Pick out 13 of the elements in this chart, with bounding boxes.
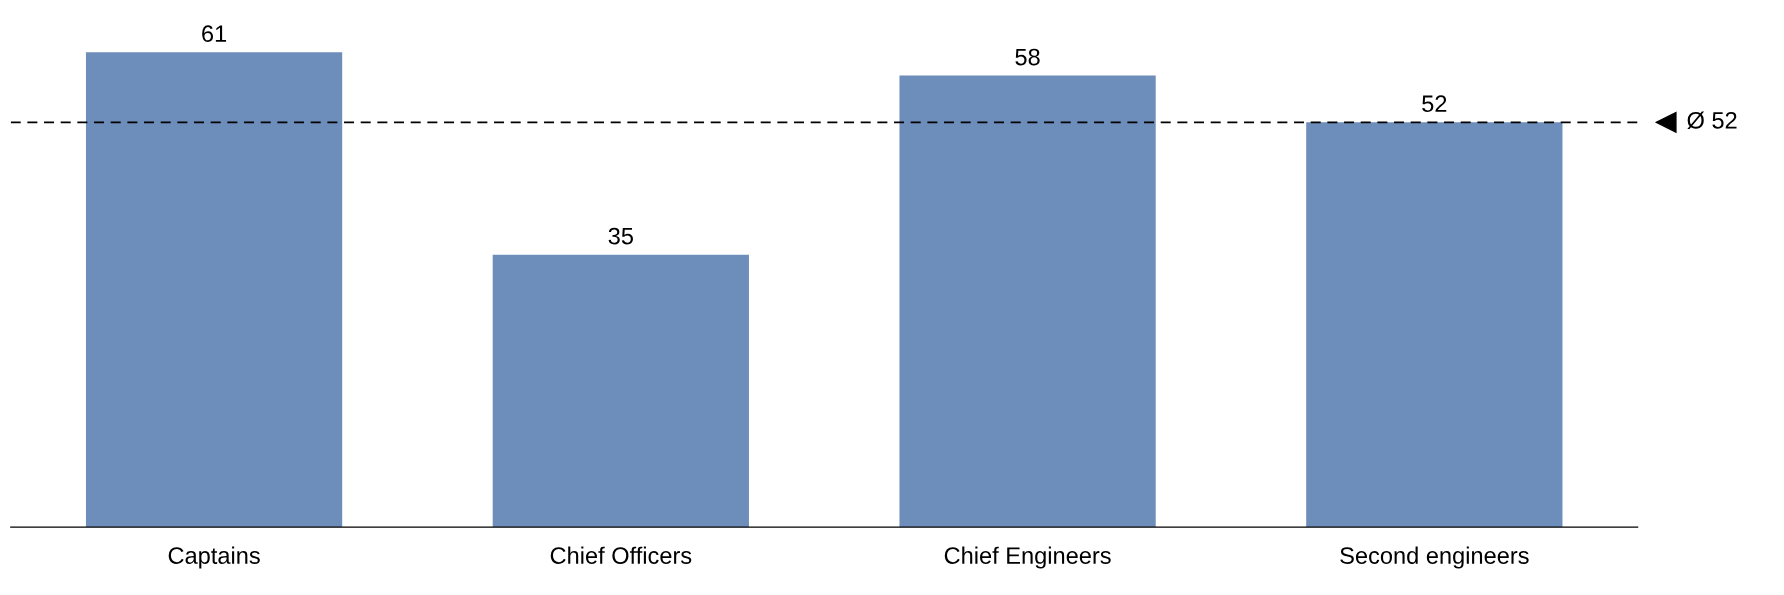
ref-line-label: Ø 52 bbox=[1687, 111, 1737, 130]
x-tick-label: Captains bbox=[168, 546, 260, 569]
bar bbox=[899, 75, 1156, 528]
bar bbox=[1306, 122, 1563, 528]
data-label: 35 bbox=[608, 227, 633, 245]
x-tick-label: Second engineers bbox=[1340, 546, 1529, 569]
data-label: 58 bbox=[1015, 48, 1040, 66]
x-tick-label: Chief Engineers bbox=[944, 546, 1111, 569]
x-tick-label: Chief Officers bbox=[550, 546, 692, 564]
data-label: 61 bbox=[202, 25, 227, 43]
data-label: 52 bbox=[1422, 95, 1447, 113]
bar bbox=[492, 254, 749, 528]
bar bbox=[85, 52, 343, 528]
